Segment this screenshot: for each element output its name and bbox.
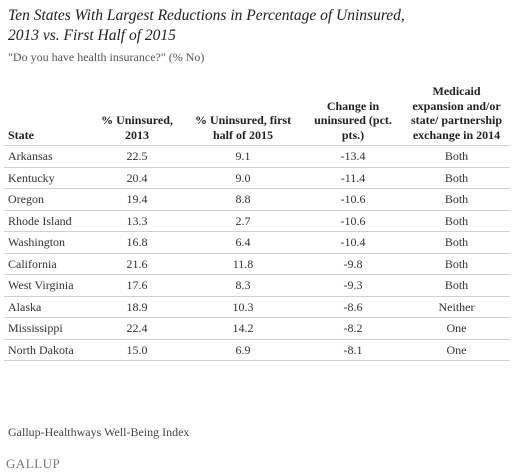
table-row: Arkansas 22.5 9.1 -13.4 Both	[4, 145, 510, 168]
value-cell: -8.6	[303, 296, 403, 318]
table-row: West Virginia 17.6 8.3 -9.3 Both	[4, 274, 510, 297]
value-cell: Both	[403, 145, 510, 168]
value-cell: 10.3	[183, 296, 303, 318]
value-cell: Both	[403, 188, 510, 211]
value-cell: 19.4	[91, 188, 183, 211]
table-body: Arkansas 22.5 9.1 -13.4 Both Kentucky 20.4 9.0-…	[4, 145, 510, 361]
state-cell: Kentucky	[4, 167, 91, 189]
value-cell: 18.9	[91, 296, 183, 318]
value-cell: Both	[403, 167, 510, 189]
value-cell: 8.8	[183, 188, 303, 211]
column-header: % Uninsured, 2013	[91, 82, 183, 146]
value-cell: 2.7	[183, 210, 303, 232]
value-cell: -10.6	[303, 210, 403, 232]
value-cell: -13.4	[303, 145, 403, 168]
table-row: Kentucky 20.4 9.0 -11.4 Both	[4, 167, 510, 189]
table-row: Washington 16.8 6.4 -10.4 Both	[4, 231, 510, 254]
table-row: Oregon 19.4 8.8 -10.6 Both	[4, 188, 510, 211]
logo: GALLUP	[6, 456, 61, 471]
value-cell: -10.6	[303, 188, 403, 211]
title: Ten States With Largest Reductions in Pe…	[8, 7, 405, 44]
value-cell: 20.4	[91, 167, 183, 189]
value-cell: 9.0	[183, 167, 303, 189]
value-cell: Both	[403, 231, 510, 254]
column-header: State	[4, 82, 91, 146]
data-table: State% Uninsured, 2013% Uninsured, first…	[4, 82, 510, 361]
value-cell: 17.6	[91, 274, 183, 297]
state-cell: Oregon	[4, 188, 91, 211]
value-cell: -10.4	[303, 231, 403, 254]
value-cell: Both	[403, 253, 510, 275]
value-cell: One	[403, 317, 510, 340]
value-cell: 22.5	[91, 145, 183, 168]
table-row: Mississippi 22.4 14.2 -8.2 One	[4, 317, 510, 340]
table-row: Rhode Island 13.3 2.7 -10.6 Both	[4, 210, 510, 232]
value-cell: 6.9	[183, 339, 303, 361]
state-cell: Arkansas	[4, 145, 91, 168]
value-cell: -8.1	[303, 339, 403, 361]
state-cell: Rhode Island	[4, 210, 91, 232]
column-header: Medicaid expansion and/or state/ partner…	[403, 82, 510, 146]
value-cell: 8.3	[183, 274, 303, 297]
column-header: % Uninsured, first half of 2015	[183, 82, 303, 146]
value-cell: 6.4	[183, 231, 303, 254]
value-cell: 15.0	[91, 339, 183, 361]
value-cell: 21.6	[91, 253, 183, 275]
source: Gallup-Healthways Well-Being Index	[8, 425, 190, 439]
state-cell: West Virginia	[4, 274, 91, 297]
value-cell: One	[403, 339, 510, 361]
state-cell: North Dakota	[4, 339, 91, 361]
value-cell: 13.3	[91, 210, 183, 232]
value-cell: -9.8	[303, 253, 403, 275]
value-cell: 16.8	[91, 231, 183, 254]
header-row: State% Uninsured, 2013% Uninsured, first…	[4, 82, 510, 146]
table-row: California 21.6 11.8 -9.8 Both	[4, 253, 510, 275]
value-cell: -8.2	[303, 317, 403, 340]
value-cell: 14.2	[183, 317, 303, 340]
state-cell: Mississippi	[4, 317, 91, 340]
value-cell: 22.4	[91, 317, 183, 340]
subtitle: "Do you have health insurance?" (% No)	[8, 50, 205, 64]
column-header: Change in uninsured (pct. pts.)	[303, 82, 403, 146]
table-row: Alaska 18.9 10.3 -8.6 Neither	[4, 296, 510, 318]
state-cell: California	[4, 253, 91, 275]
value-cell: -9.3	[303, 274, 403, 297]
value-cell: -11.4	[303, 167, 403, 189]
state-cell: Washington	[4, 231, 91, 254]
value-cell: Neither	[403, 296, 510, 318]
value-cell: Both	[403, 210, 510, 232]
value-cell: Both	[403, 274, 510, 297]
table-row: North Dakota 15.0 6.9 -8.1 One	[4, 339, 510, 361]
value-cell: 11.8	[183, 253, 303, 275]
value-cell: 9.1	[183, 145, 303, 168]
state-cell: Alaska	[4, 296, 91, 318]
